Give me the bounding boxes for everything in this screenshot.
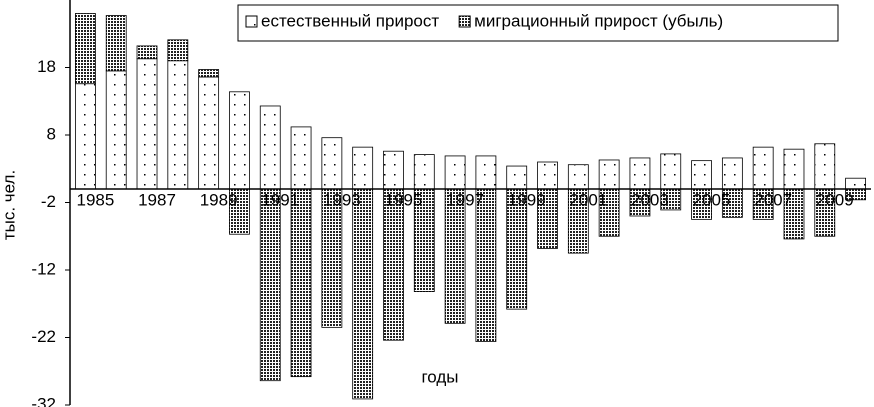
bar	[413, 154, 435, 190]
bar	[352, 188, 374, 400]
bar	[290, 188, 312, 378]
bar	[198, 69, 220, 78]
x-tick-label: 2005	[693, 190, 731, 209]
legend-box	[237, 4, 839, 42]
x-tick-label: 1999	[508, 190, 546, 209]
y-tick-label: -22	[31, 327, 56, 346]
x-axis-label: годы	[421, 367, 458, 386]
legend-label: естественный прирост	[261, 11, 439, 30]
legend-label: миграционный прирост (убыль)	[474, 11, 723, 30]
y-axis-label: тыс. чел.	[0, 170, 18, 240]
bar	[105, 70, 127, 190]
x-tick-label: 1995	[385, 190, 423, 209]
bar	[383, 150, 404, 190]
bar	[105, 15, 127, 72]
bar	[352, 146, 374, 190]
bar	[444, 155, 466, 190]
x-tick-label: 1985	[76, 190, 114, 209]
bar	[506, 165, 528, 190]
legend-swatch	[245, 15, 258, 28]
bar	[136, 45, 158, 60]
x-tick-label: 2009	[816, 190, 854, 209]
bar	[167, 39, 189, 62]
x-tick-label: 2001	[569, 190, 607, 209]
bar	[567, 164, 589, 190]
x-tick-label: 1991	[261, 190, 299, 209]
bar	[475, 188, 497, 342]
y-tick-label: 18	[37, 57, 56, 76]
legend-swatch	[458, 15, 471, 28]
bar	[75, 83, 96, 190]
bar	[598, 159, 620, 190]
bar	[259, 105, 281, 190]
bar	[136, 58, 158, 190]
bar	[321, 137, 343, 190]
bar	[721, 157, 743, 190]
y-tick-label: -32	[31, 394, 56, 407]
bar	[229, 91, 250, 190]
bar	[629, 157, 651, 190]
bar	[660, 153, 682, 190]
x-tick-label: 1993	[323, 190, 361, 209]
bar	[691, 160, 712, 190]
x-tick-label: 1989	[200, 190, 238, 209]
bar	[537, 161, 558, 190]
y-tick-label: -2	[41, 192, 56, 211]
bar	[259, 188, 281, 382]
bar	[845, 177, 866, 190]
bar	[198, 76, 220, 190]
x-tick-label: 1987	[138, 190, 176, 209]
legend: естественный прирост миграционный прирост…	[237, 4, 839, 42]
x-tick-label: 2007	[754, 190, 792, 209]
bar	[475, 155, 497, 190]
bar	[167, 60, 189, 190]
x-tick-label: 2003	[631, 190, 669, 209]
bar	[75, 13, 96, 85]
y-tick-label: -12	[31, 259, 56, 278]
x-tick-label: 1997	[446, 190, 484, 209]
bar	[752, 146, 774, 190]
bar	[321, 188, 343, 328]
bar	[290, 126, 312, 190]
y-tick-label: 8	[47, 124, 56, 143]
bar	[783, 148, 805, 190]
bar	[814, 143, 836, 190]
bar	[383, 188, 404, 341]
